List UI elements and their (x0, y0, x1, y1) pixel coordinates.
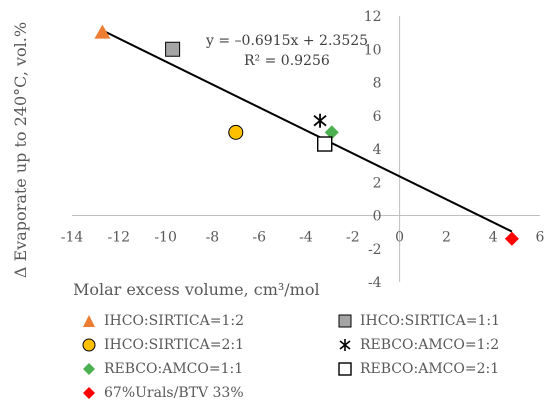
legend-item: IHCO:SIRTICA=1:1 (338, 310, 500, 332)
trendline-r2: R² = 0.9256 (244, 53, 330, 69)
y-tick-label: 2 (373, 175, 382, 191)
legend-label: IHCO:SIRTICA=1:2 (104, 313, 245, 329)
trendline-equation: y = –0.6915x + 2.3525 (205, 33, 368, 49)
scatter-chart: -14 -12 -10 -8 -6 -4 -2 0 2 4 6 -4 -2 0 2 4 6 8 10 12 y = –… (11, 9, 545, 299)
x-tick-label: 4 (489, 230, 498, 246)
y-tick-label: -2 (368, 242, 382, 258)
x-tick-label: 0 (395, 230, 404, 246)
x-tick-label: -8 (206, 230, 220, 246)
y-tick-label: 0 (373, 209, 382, 225)
x-tick-label: -6 (252, 230, 266, 246)
legend-item: IHCO:SIRTICA=2:1 (82, 334, 244, 356)
data-point (324, 125, 339, 140)
legend-item: 67%Urals/BTV 33% (82, 382, 244, 404)
y-axis-title: Δ Evaporate up to 240°C, vol.% (11, 22, 30, 278)
data-point (165, 41, 181, 57)
legend-label: 67%Urals/BTV 33% (104, 385, 244, 401)
y-tick-label: 4 (373, 142, 382, 158)
legend-label: IHCO:SIRTICA=1:1 (360, 313, 501, 329)
triangle-marker-icon (83, 315, 95, 327)
data-point (504, 231, 519, 246)
x-tick-label: 6 (536, 230, 545, 246)
data-point (317, 136, 333, 152)
data-point (228, 124, 244, 140)
diamond-marker-icon (83, 363, 95, 375)
axes (72, 16, 540, 282)
data-points (94, 24, 519, 246)
legend-item: IHCO:SIRTICA=1:2 (82, 310, 244, 332)
legend-label: REBCO:AMCO=1:2 (360, 337, 500, 353)
x-tick-label: -2 (346, 230, 360, 246)
tick-labels: -14 -12 -10 -8 -6 -4 -2 0 2 4 6 -4 -2 0 2 4 6 8 10 12 (61, 9, 545, 291)
asterisk-marker-icon (339, 339, 351, 351)
data-point (313, 113, 327, 128)
data-point (94, 24, 111, 39)
trendline (101, 29, 513, 233)
square-marker-icon (338, 314, 352, 328)
legend-label: REBCO:AMCO=1:1 (104, 361, 244, 377)
x-tick-label: 2 (442, 230, 451, 246)
y-tick-label: 6 (373, 109, 382, 125)
diamond-marker-icon (83, 387, 95, 399)
x-tick-label: -14 (61, 230, 84, 246)
x-tick-label: -12 (108, 230, 131, 246)
legend-item: REBCO:AMCO=2:1 (338, 358, 499, 380)
x-axis-title: Molar excess volume, cm³/mol (73, 280, 320, 299)
legend-label: REBCO:AMCO=2:1 (360, 361, 500, 377)
y-tick-label: 10 (364, 42, 382, 58)
legend-item: REBCO:AMCO=1:2 (338, 334, 499, 356)
y-tick-label: 8 (373, 76, 382, 92)
open-square-marker-icon (338, 362, 352, 376)
x-tick-label: -10 (154, 230, 177, 246)
legend-label: IHCO:SIRTICA=2:1 (104, 337, 245, 353)
x-tick-label: -4 (299, 230, 313, 246)
circle-marker-icon (82, 338, 96, 352)
legend-item: REBCO:AMCO=1:1 (82, 358, 243, 380)
y-tick-label: 12 (364, 9, 382, 25)
y-tick-label: -4 (368, 275, 382, 291)
